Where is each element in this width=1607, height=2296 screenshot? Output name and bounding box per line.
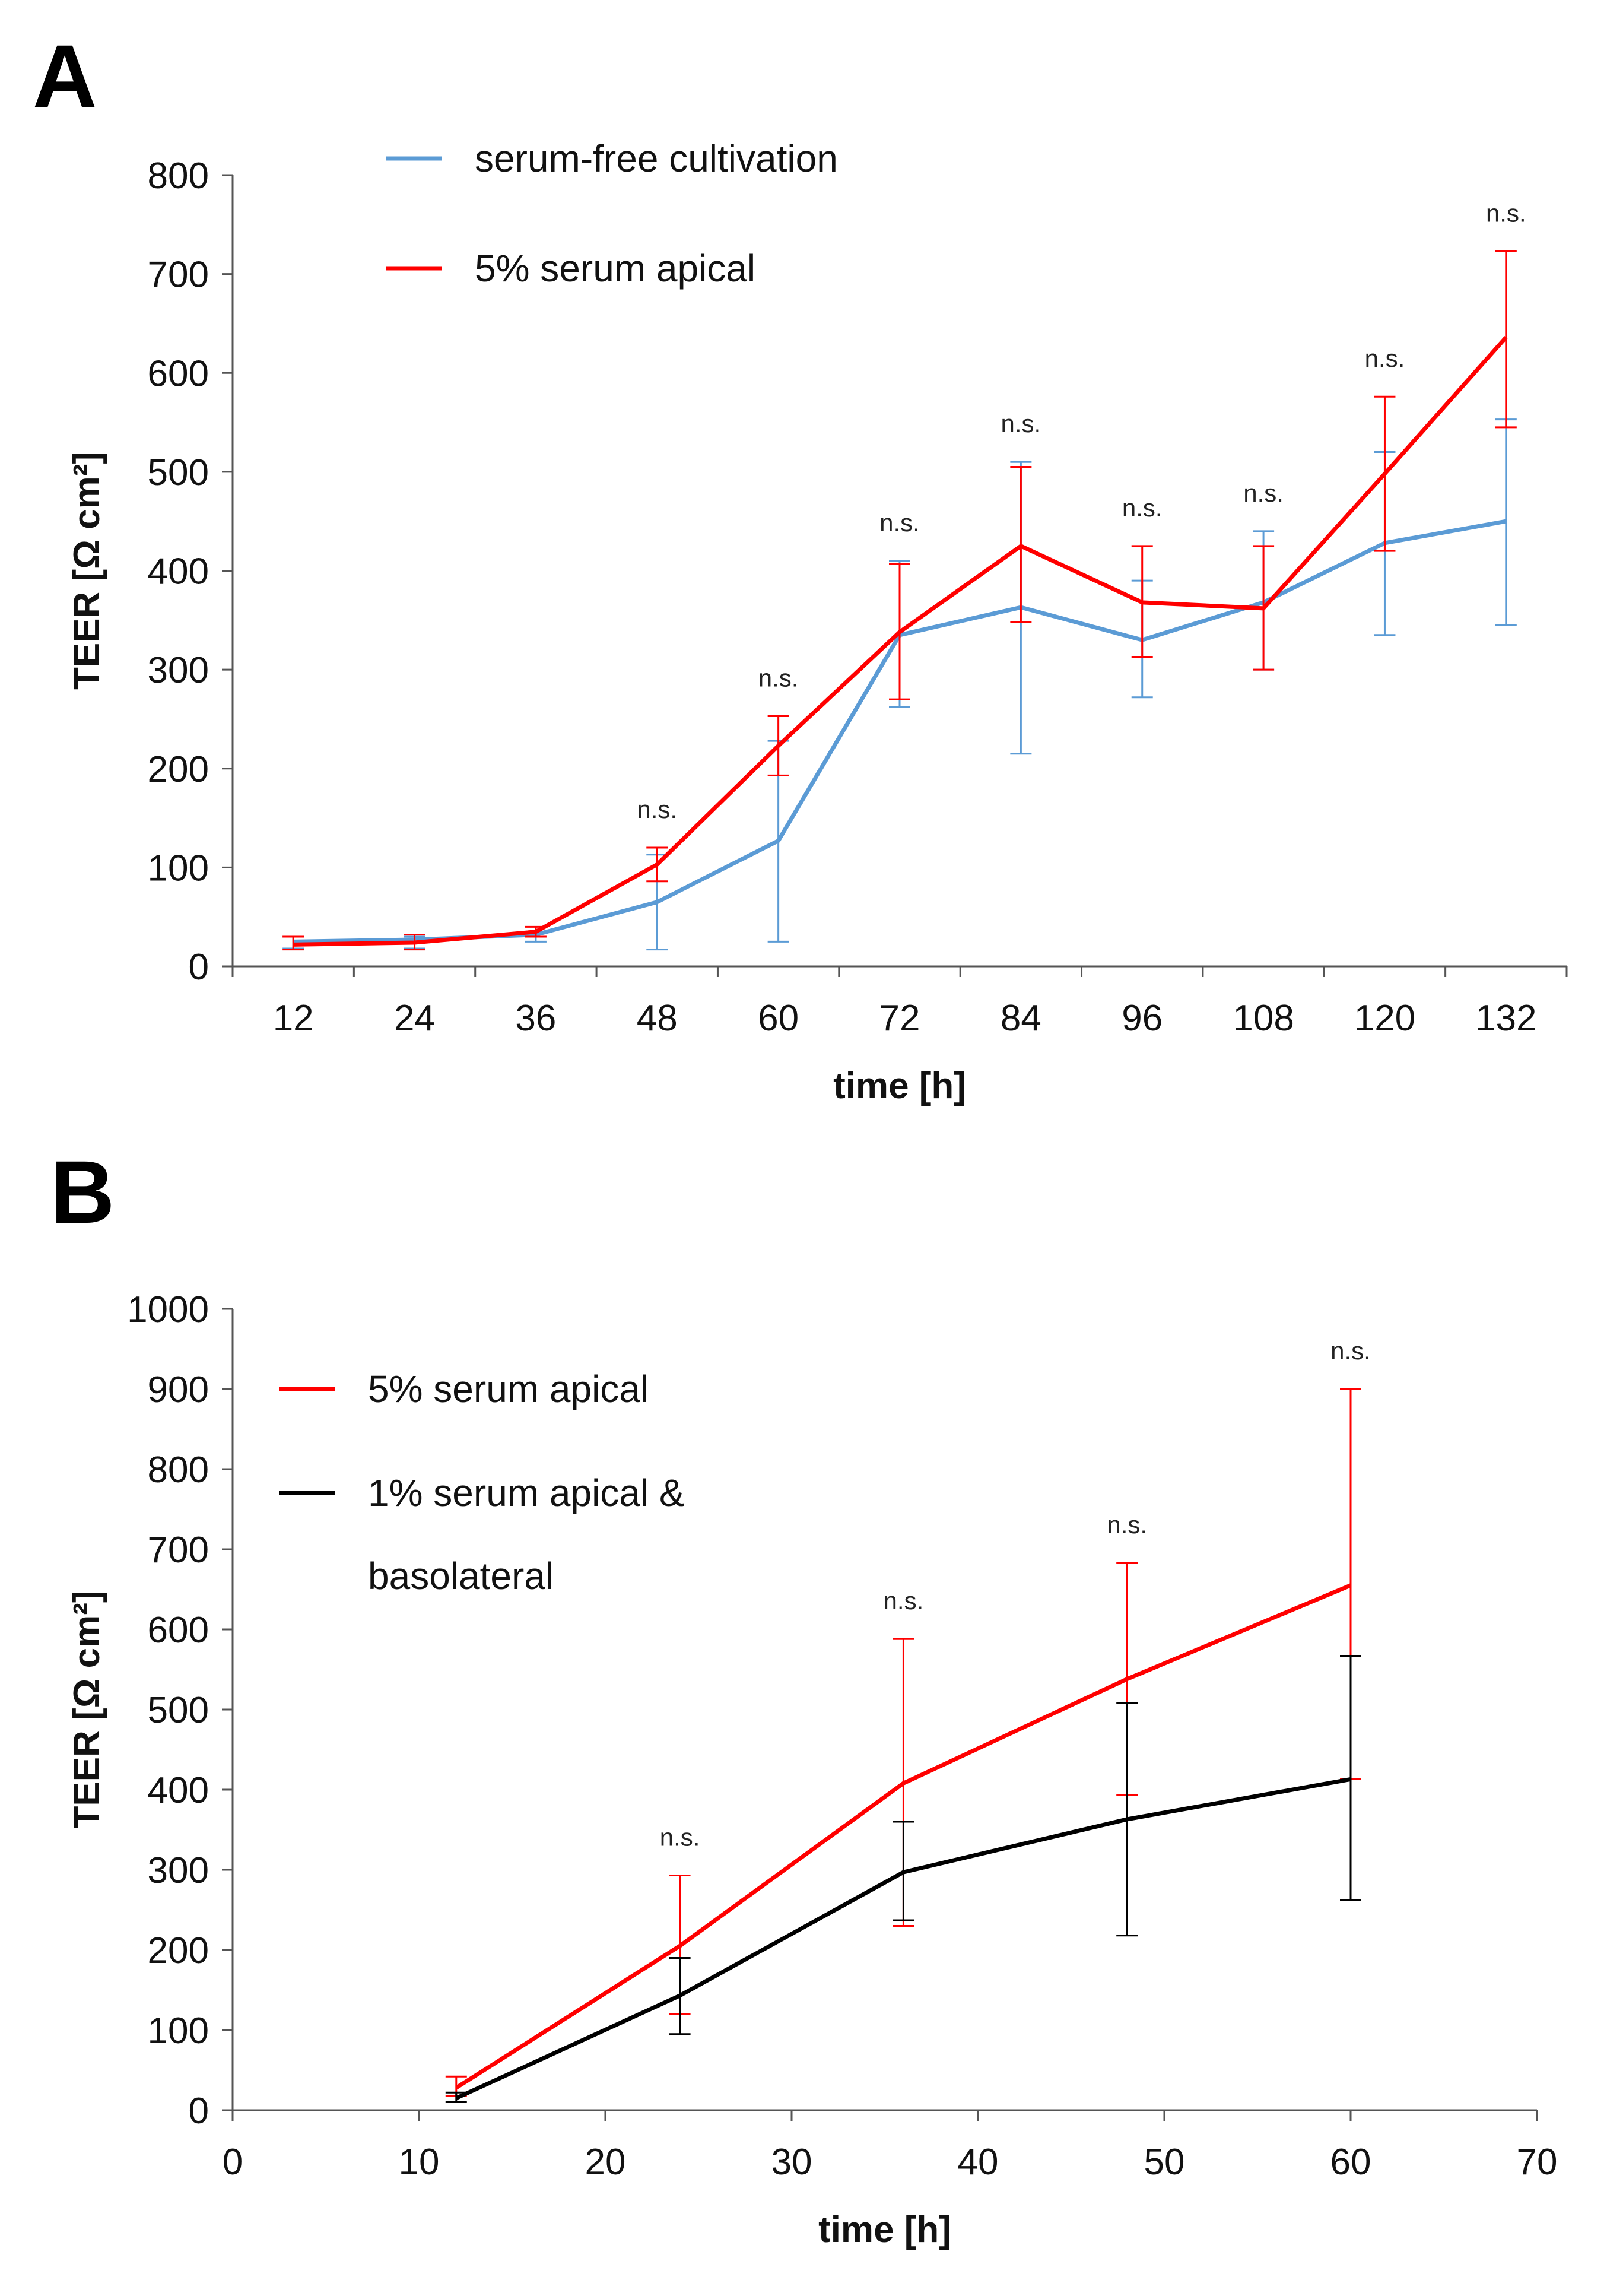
y-axis-title: TEER [Ω cm²] [66, 1590, 107, 1828]
significance-label: n.s. [1330, 1337, 1371, 1365]
chart-a: 0 100 200 300 400 500 600 700 800 12 24 36 48 60 72 84 9… [66, 137, 1568, 1106]
panel-letter-a: A [33, 26, 97, 126]
significance-label: n.s. [1001, 410, 1041, 437]
x-tick-label: 72 [879, 998, 920, 1039]
y-tick-label: 100 [148, 848, 209, 889]
significance-label: n.s. [1122, 494, 1163, 522]
y-tick-label: 300 [148, 650, 209, 691]
significance-label: n.s. [758, 664, 799, 692]
x-tick-label: 60 [1330, 2142, 1371, 2183]
x-axis-title: time [h] [833, 1065, 966, 1106]
series-line-2 [293, 335, 1508, 947]
x-tick-label: 10 [399, 2142, 440, 2183]
y-tick-label: 200 [148, 749, 209, 790]
x-tick-label: 132 [1475, 998, 1536, 1039]
x-axis-title: time [h] [818, 2209, 951, 2250]
y-tick-label: 600 [148, 1610, 209, 1651]
y-tick-label: 200 [148, 1930, 209, 1971]
y-tick-label: 100 [148, 2010, 209, 2051]
x-tick-label: 60 [758, 998, 799, 1039]
x-tick-label: 84 [1001, 998, 1041, 1039]
y-tick-label: 500 [148, 1690, 209, 1731]
significance-label: n.s. [1365, 344, 1405, 372]
x-tick-label: 30 [771, 2142, 812, 2183]
chart-b: 0 100 200 300 400 500 600 700 800 900 1000 0 10 20 30 4… [66, 1289, 1557, 2250]
y-tick-label: 800 [148, 1450, 209, 1491]
x-tick-label: 12 [273, 998, 314, 1039]
x-tick-label: 108 [1233, 998, 1294, 1039]
y-tick-label: 1000 [127, 1289, 209, 1330]
legend-label-2: 5% serum apical [475, 247, 755, 290]
legend-label-1: serum-free cultivation [475, 137, 838, 180]
y-tick-label: 400 [148, 1770, 209, 1811]
x-tick-label: 36 [515, 998, 556, 1039]
x-tick-label: 40 [958, 2142, 999, 2183]
y-tick-label: 0 [189, 2091, 209, 2132]
x-tick-label: 96 [1122, 998, 1163, 1039]
y-tick-label: 800 [148, 156, 209, 196]
y-tick-label: 600 [148, 353, 209, 394]
significance-label: n.s. [879, 509, 920, 537]
significance-label: n.s. [660, 1823, 700, 1851]
y-tick-label: 900 [148, 1369, 209, 1410]
y-tick-label: 400 [148, 551, 209, 592]
x-tick-label: 24 [394, 998, 435, 1039]
x-tick-label: 50 [1144, 2142, 1185, 2183]
significance-label: n.s. [1486, 199, 1526, 227]
legend-label-2: 1% serum apical & [368, 1472, 685, 1514]
significance-label: n.s. [1107, 1511, 1147, 1539]
significance-label: n.s. [637, 795, 677, 823]
series-line-2 [455, 1777, 1351, 2100]
legend-label-2: basolateral [368, 1555, 554, 1597]
significance-label: n.s. [1243, 479, 1284, 507]
x-tick-label: 70 [1517, 2142, 1558, 2183]
y-tick-label: 700 [148, 1530, 209, 1571]
significance-label: n.s. [884, 1587, 924, 1615]
y-tick-label: 0 [189, 947, 209, 988]
x-tick-label: 20 [585, 2142, 626, 2183]
y-axis-title: TEER [Ω cm²] [66, 452, 107, 690]
legend-label-1: 5% serum apical [368, 1368, 649, 1410]
y-tick-label: 500 [148, 452, 209, 493]
y-tick-label: 700 [148, 255, 209, 296]
x-tick-label: 120 [1354, 998, 1415, 1039]
panel-letter-b: B [50, 1142, 115, 1242]
series-line-1 [455, 1583, 1352, 2090]
x-tick-label: 0 [223, 2142, 243, 2183]
x-tick-label: 48 [637, 998, 678, 1039]
y-tick-label: 300 [148, 1850, 209, 1891]
